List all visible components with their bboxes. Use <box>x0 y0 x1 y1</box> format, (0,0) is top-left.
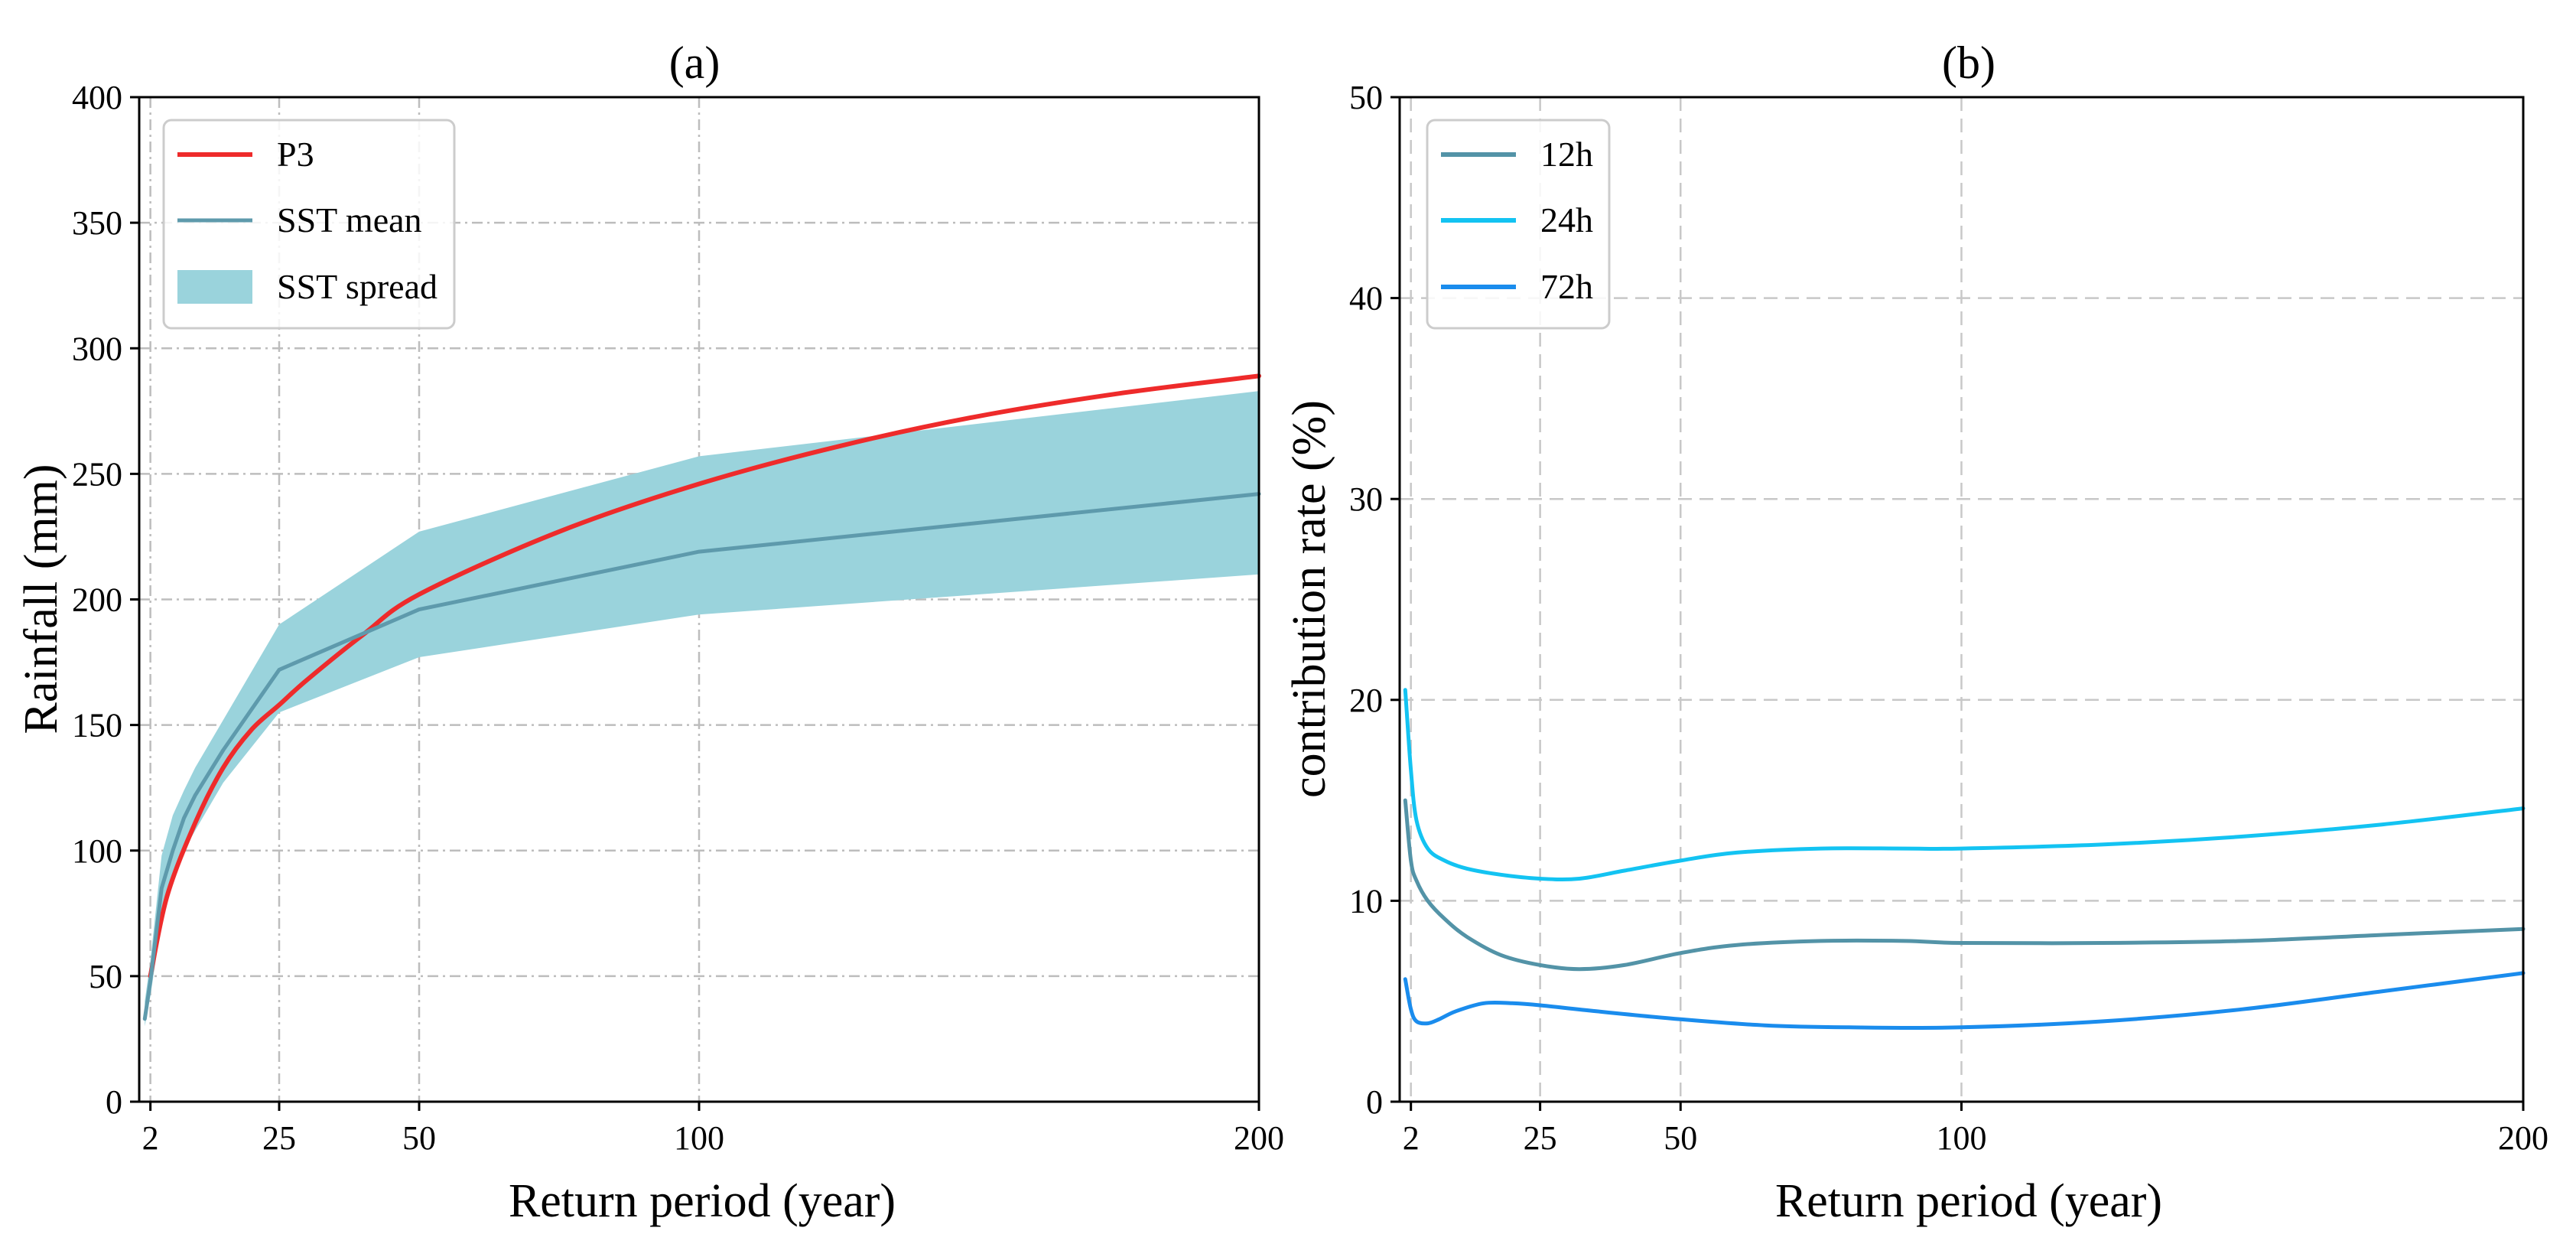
x-tick-label: 200 <box>1234 1119 1284 1157</box>
panel-a-x-axis-label: Return period (year) <box>509 1175 896 1227</box>
panel-a-legend: P3 SST mean SST spread <box>162 119 456 330</box>
x-tick-label: 25 <box>262 1119 296 1157</box>
x-tick-label: 25 <box>1524 1119 1557 1157</box>
y-tick-label: 400 <box>72 79 122 116</box>
y-tick-label: 50 <box>1349 79 1383 116</box>
x-tick-label: 50 <box>402 1119 436 1157</box>
panel-a-y-axis-label: Rainfall (mm) <box>15 464 67 734</box>
legend-p3-label: P3 <box>277 135 314 174</box>
x-tick-label: 100 <box>1937 1119 1987 1157</box>
x-tick-label: 2 <box>1403 1119 1420 1157</box>
series-sst-mean-line <box>142 492 1261 1021</box>
series-72h-line <box>1403 971 2526 1031</box>
y-tick-label: 50 <box>89 958 122 995</box>
x-tick-label: 2 <box>142 1119 159 1157</box>
y-tick-label: 30 <box>1349 480 1383 518</box>
panel-b-legend: 12h 24h 72h <box>1426 119 1611 330</box>
panel-a-y-ticks: 0 50 100 150 200 250 300 350 400 <box>72 79 139 1121</box>
x-tick-label: 200 <box>2498 1119 2548 1157</box>
panel-b: (b) 2 25 50 100 200 0 10 20 30 40 50 Return perio… <box>1283 37 2548 1227</box>
y-tick-label: 200 <box>72 581 122 619</box>
panel-b-y-axis-label: contribution rate (%) <box>1283 400 1335 798</box>
panel-b-x-axis-label: Return period (year) <box>1775 1175 2162 1227</box>
panel-b-x-ticks: 2 25 50 100 200 <box>1403 1102 2548 1157</box>
y-tick-label: 20 <box>1349 682 1383 719</box>
y-tick-label: 0 <box>1366 1083 1383 1121</box>
series-24h-line <box>1403 688 2526 882</box>
legend-sst-mean-label: SST mean <box>277 200 422 239</box>
y-tick-label: 250 <box>72 455 122 493</box>
panel-b-y-ticks: 0 10 20 30 40 50 <box>1349 79 1400 1121</box>
panel-a: (a) 2 25 50 100 200 0 50 100 150 200 250 300 350 400… <box>15 37 1284 1227</box>
series-p3-line <box>148 373 1261 979</box>
x-tick-label: 50 <box>1664 1119 1697 1157</box>
panel-b-title: (b) <box>1942 37 1995 88</box>
legend-72h-label: 72h <box>1540 267 1593 306</box>
panel-a-x-ticks: 2 25 50 100 200 <box>142 1102 1284 1157</box>
y-tick-label: 100 <box>72 832 122 870</box>
panel-a-title: (a) <box>669 37 720 88</box>
y-tick-label: 150 <box>72 707 122 744</box>
y-tick-label: 0 <box>106 1083 122 1121</box>
y-tick-label: 10 <box>1349 882 1383 920</box>
panel-b-data <box>1403 688 2526 1031</box>
legend-24h-label: 24h <box>1540 200 1593 239</box>
series-sst-spread-band <box>145 391 1259 1027</box>
y-tick-label: 40 <box>1349 280 1383 318</box>
panel-b-legend-box <box>1426 119 1611 330</box>
x-tick-label: 100 <box>674 1119 724 1157</box>
legend-sst-spread-label: SST spread <box>277 267 437 306</box>
y-tick-label: 300 <box>72 330 122 367</box>
y-tick-label: 350 <box>72 204 122 242</box>
panel-a-data <box>142 373 1261 1027</box>
legend-sst-spread-swatch <box>177 270 252 304</box>
series-12h-line <box>1403 798 2526 972</box>
legend-12h-label: 12h <box>1540 135 1593 174</box>
